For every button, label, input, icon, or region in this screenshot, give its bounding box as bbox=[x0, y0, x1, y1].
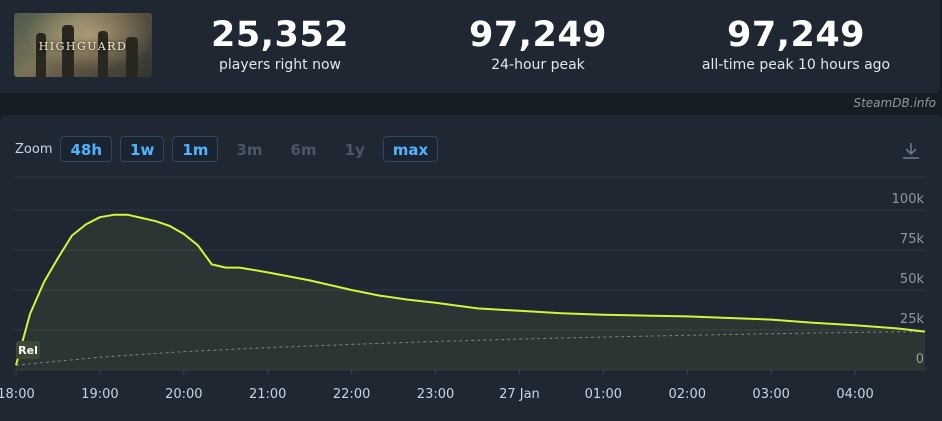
chart-panel: 0 25k 50k 75k 100k 18:00 19:00 20:00 21:00 22:00 2… bbox=[0, 115, 942, 421]
rel-badge-label: Rel bbox=[18, 344, 38, 357]
zoom-1w-button[interactable]: 1w bbox=[120, 136, 165, 162]
stat-current-players: 25,352 players right now bbox=[160, 14, 400, 74]
zoom-controls: Zoom 48h 1w 1m 3m 6m 1y max bbox=[15, 135, 446, 163]
x-tick-label: 19:00 bbox=[81, 387, 118, 402]
x-tick-label: 27 Jan bbox=[499, 387, 540, 402]
zoom-1m-button[interactable]: 1m bbox=[172, 136, 219, 162]
stats-header: HIGHGUARD 25,352 players right now 97,24… bbox=[0, 0, 940, 93]
stat-label: players right now bbox=[219, 57, 341, 73]
game-logo-text: HIGHGUARD bbox=[38, 40, 128, 53]
x-tick-label: 01:00 bbox=[585, 387, 622, 402]
y-tick-label: 0 bbox=[916, 352, 924, 367]
x-tick-label: 20:00 bbox=[165, 387, 202, 402]
x-tick-label: 21:00 bbox=[249, 387, 286, 402]
rel-badge bbox=[16, 341, 40, 359]
y-tick-label: 25k bbox=[900, 312, 925, 327]
zoom-label: Zoom bbox=[15, 141, 53, 157]
x-tick-label: 04:00 bbox=[836, 387, 873, 402]
stat-value: 97,249 bbox=[726, 15, 866, 55]
series-players-line bbox=[15, 213, 926, 366]
player-count-chart: 0 25k 50k 75k 100k 18:00 19:00 20:00 21:00 22:00 2… bbox=[0, 176, 926, 402]
series-area-fill bbox=[16, 214, 925, 370]
game-logo[interactable]: HIGHGUARD bbox=[14, 13, 152, 77]
x-tick-label: 22:00 bbox=[333, 387, 370, 402]
zoom-3m-button: 3m bbox=[236, 141, 263, 159]
steamdb-credit[interactable]: SteamDB.info bbox=[853, 96, 936, 110]
series-relative-line bbox=[15, 331, 926, 366]
y-tick-label: 100k bbox=[892, 192, 925, 207]
zoom-max-button[interactable]: max bbox=[382, 136, 439, 162]
stat-value: 97,249 bbox=[468, 15, 608, 55]
x-tick-label: 03:00 bbox=[752, 387, 789, 402]
zoom-48h-button[interactable]: 48h bbox=[60, 136, 113, 162]
stat-all-time-peak: 97,249 all-time peak 10 hours ago bbox=[676, 14, 916, 74]
x-tick-label: 23:00 bbox=[417, 387, 454, 402]
stat-value: 25,352 bbox=[210, 15, 350, 55]
x-tick-label: 18:00 bbox=[0, 387, 35, 402]
stat-label: 24-hour peak bbox=[491, 57, 585, 73]
stat-24h-peak: 97,249 24-hour peak bbox=[418, 14, 658, 74]
x-tick-label: 02:00 bbox=[669, 387, 706, 402]
y-tick-label: 75k bbox=[900, 232, 925, 247]
zoom-6m-button: 6m bbox=[290, 141, 317, 159]
download-icon[interactable] bbox=[900, 140, 922, 162]
y-tick-label: 50k bbox=[900, 272, 925, 287]
zoom-1y-button: 1y bbox=[344, 141, 365, 159]
stat-label: all-time peak 10 hours ago bbox=[701, 57, 891, 73]
